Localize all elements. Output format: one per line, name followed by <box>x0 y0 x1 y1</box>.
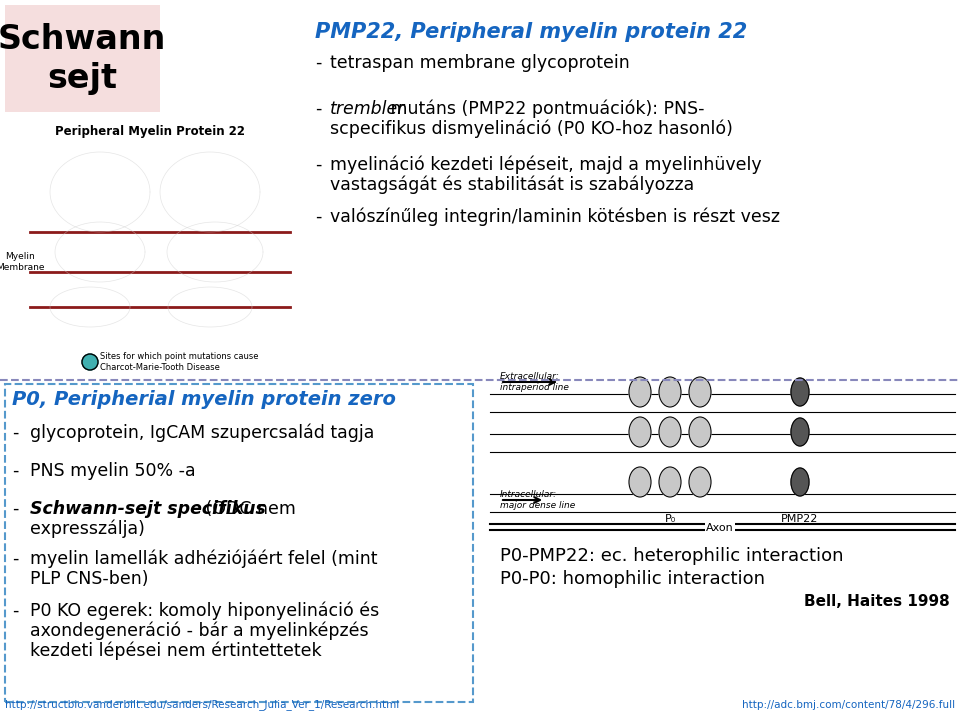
Text: http://adc.bmj.com/content/78/4/296.full: http://adc.bmj.com/content/78/4/296.full <box>742 700 955 710</box>
Text: P0 KO egerek: komoly hiponyelináció és: P0 KO egerek: komoly hiponyelináció és <box>30 602 379 620</box>
Text: Schwann-sejt specifikus: Schwann-sejt specifikus <box>30 500 266 518</box>
Text: P0, Peripherial myelin protein zero: P0, Peripherial myelin protein zero <box>12 390 396 409</box>
Text: Sites for which point mutations cause
Charcot-Marie-Tooth Disease: Sites for which point mutations cause Ch… <box>100 352 258 372</box>
Text: myelin lamellák adhéziójáért felel (mint: myelin lamellák adhéziójáért felel (mint <box>30 550 377 568</box>
Text: valószínűleg integrin/laminin kötésben is részt vesz: valószínűleg integrin/laminin kötésben i… <box>330 208 780 227</box>
Ellipse shape <box>689 377 711 407</box>
Text: axondegeneráció - bár a myelinképzés: axondegeneráció - bár a myelinképzés <box>30 622 369 640</box>
Text: PMP22: PMP22 <box>781 514 819 524</box>
Text: (ODC nem: (ODC nem <box>200 500 296 518</box>
Text: PNS myelin 50% -a: PNS myelin 50% -a <box>30 462 196 480</box>
Text: vastagságát és stabilitását is szabályozza: vastagságát és stabilitását is szabályoz… <box>330 176 694 194</box>
Text: http://structbio.vanderbilt.edu/sanders/Research_Julia_Ver_1/Research.html: http://structbio.vanderbilt.edu/sanders/… <box>5 699 399 710</box>
Ellipse shape <box>629 417 651 447</box>
Ellipse shape <box>659 467 681 497</box>
Text: Bell, Haites 1998: Bell, Haites 1998 <box>804 594 950 609</box>
Ellipse shape <box>791 418 809 446</box>
Text: trembler: trembler <box>330 100 405 118</box>
Text: P0-P0: homophilic interaction: P0-P0: homophilic interaction <box>500 570 765 588</box>
Text: myelináció kezdeti lépéseit, majd a myelinhüvely: myelináció kezdeti lépéseit, majd a myel… <box>330 156 761 175</box>
Text: Intracellular:
major dense line: Intracellular: major dense line <box>500 490 575 510</box>
Text: -: - <box>315 54 322 72</box>
Text: expresszálja): expresszálja) <box>30 520 145 539</box>
Text: P0-PMP22: ec. heterophilic interaction: P0-PMP22: ec. heterophilic interaction <box>500 547 844 565</box>
Text: -: - <box>315 208 322 226</box>
Text: kezdeti lépései nem értintettetek: kezdeti lépései nem értintettetek <box>30 642 322 661</box>
Circle shape <box>82 354 98 370</box>
Text: scpecifikus dismyelináció (P0 KO-hoz hasonló): scpecifikus dismyelináció (P0 KO-hoz has… <box>330 120 732 139</box>
Text: tetraspan membrane glycoprotein: tetraspan membrane glycoprotein <box>330 54 630 72</box>
FancyBboxPatch shape <box>5 117 300 372</box>
Text: PLP CNS-ben): PLP CNS-ben) <box>30 570 149 588</box>
Text: -: - <box>12 550 18 568</box>
Text: -: - <box>12 424 18 442</box>
Text: Axon: Axon <box>707 523 733 533</box>
Text: Myelin
Membrane: Myelin Membrane <box>0 252 44 271</box>
Text: -: - <box>12 462 18 480</box>
Ellipse shape <box>659 417 681 447</box>
Ellipse shape <box>791 378 809 406</box>
Ellipse shape <box>629 467 651 497</box>
Ellipse shape <box>689 417 711 447</box>
Ellipse shape <box>659 377 681 407</box>
Ellipse shape <box>629 377 651 407</box>
Text: Extracellular:
intraperiod line: Extracellular: intraperiod line <box>500 373 569 392</box>
FancyBboxPatch shape <box>5 384 473 702</box>
FancyBboxPatch shape <box>480 382 958 542</box>
FancyBboxPatch shape <box>5 5 160 112</box>
Text: mutáns (PMP22 pontmuációk): PNS-: mutáns (PMP22 pontmuációk): PNS- <box>385 100 705 118</box>
Text: Peripheral Myelin Protein 22: Peripheral Myelin Protein 22 <box>55 126 245 139</box>
Ellipse shape <box>689 467 711 497</box>
Text: PMP22, Peripheral myelin protein 22: PMP22, Peripheral myelin protein 22 <box>315 22 747 42</box>
Text: glycoprotein, IgCAM szupercsalád tagja: glycoprotein, IgCAM szupercsalád tagja <box>30 424 374 443</box>
Text: -: - <box>12 602 18 620</box>
Ellipse shape <box>791 468 809 496</box>
Text: -: - <box>315 156 322 174</box>
Text: -: - <box>12 500 18 518</box>
Text: P₀: P₀ <box>664 514 676 524</box>
Text: -: - <box>315 100 322 118</box>
Text: Schwann
sejt: Schwann sejt <box>0 23 166 95</box>
